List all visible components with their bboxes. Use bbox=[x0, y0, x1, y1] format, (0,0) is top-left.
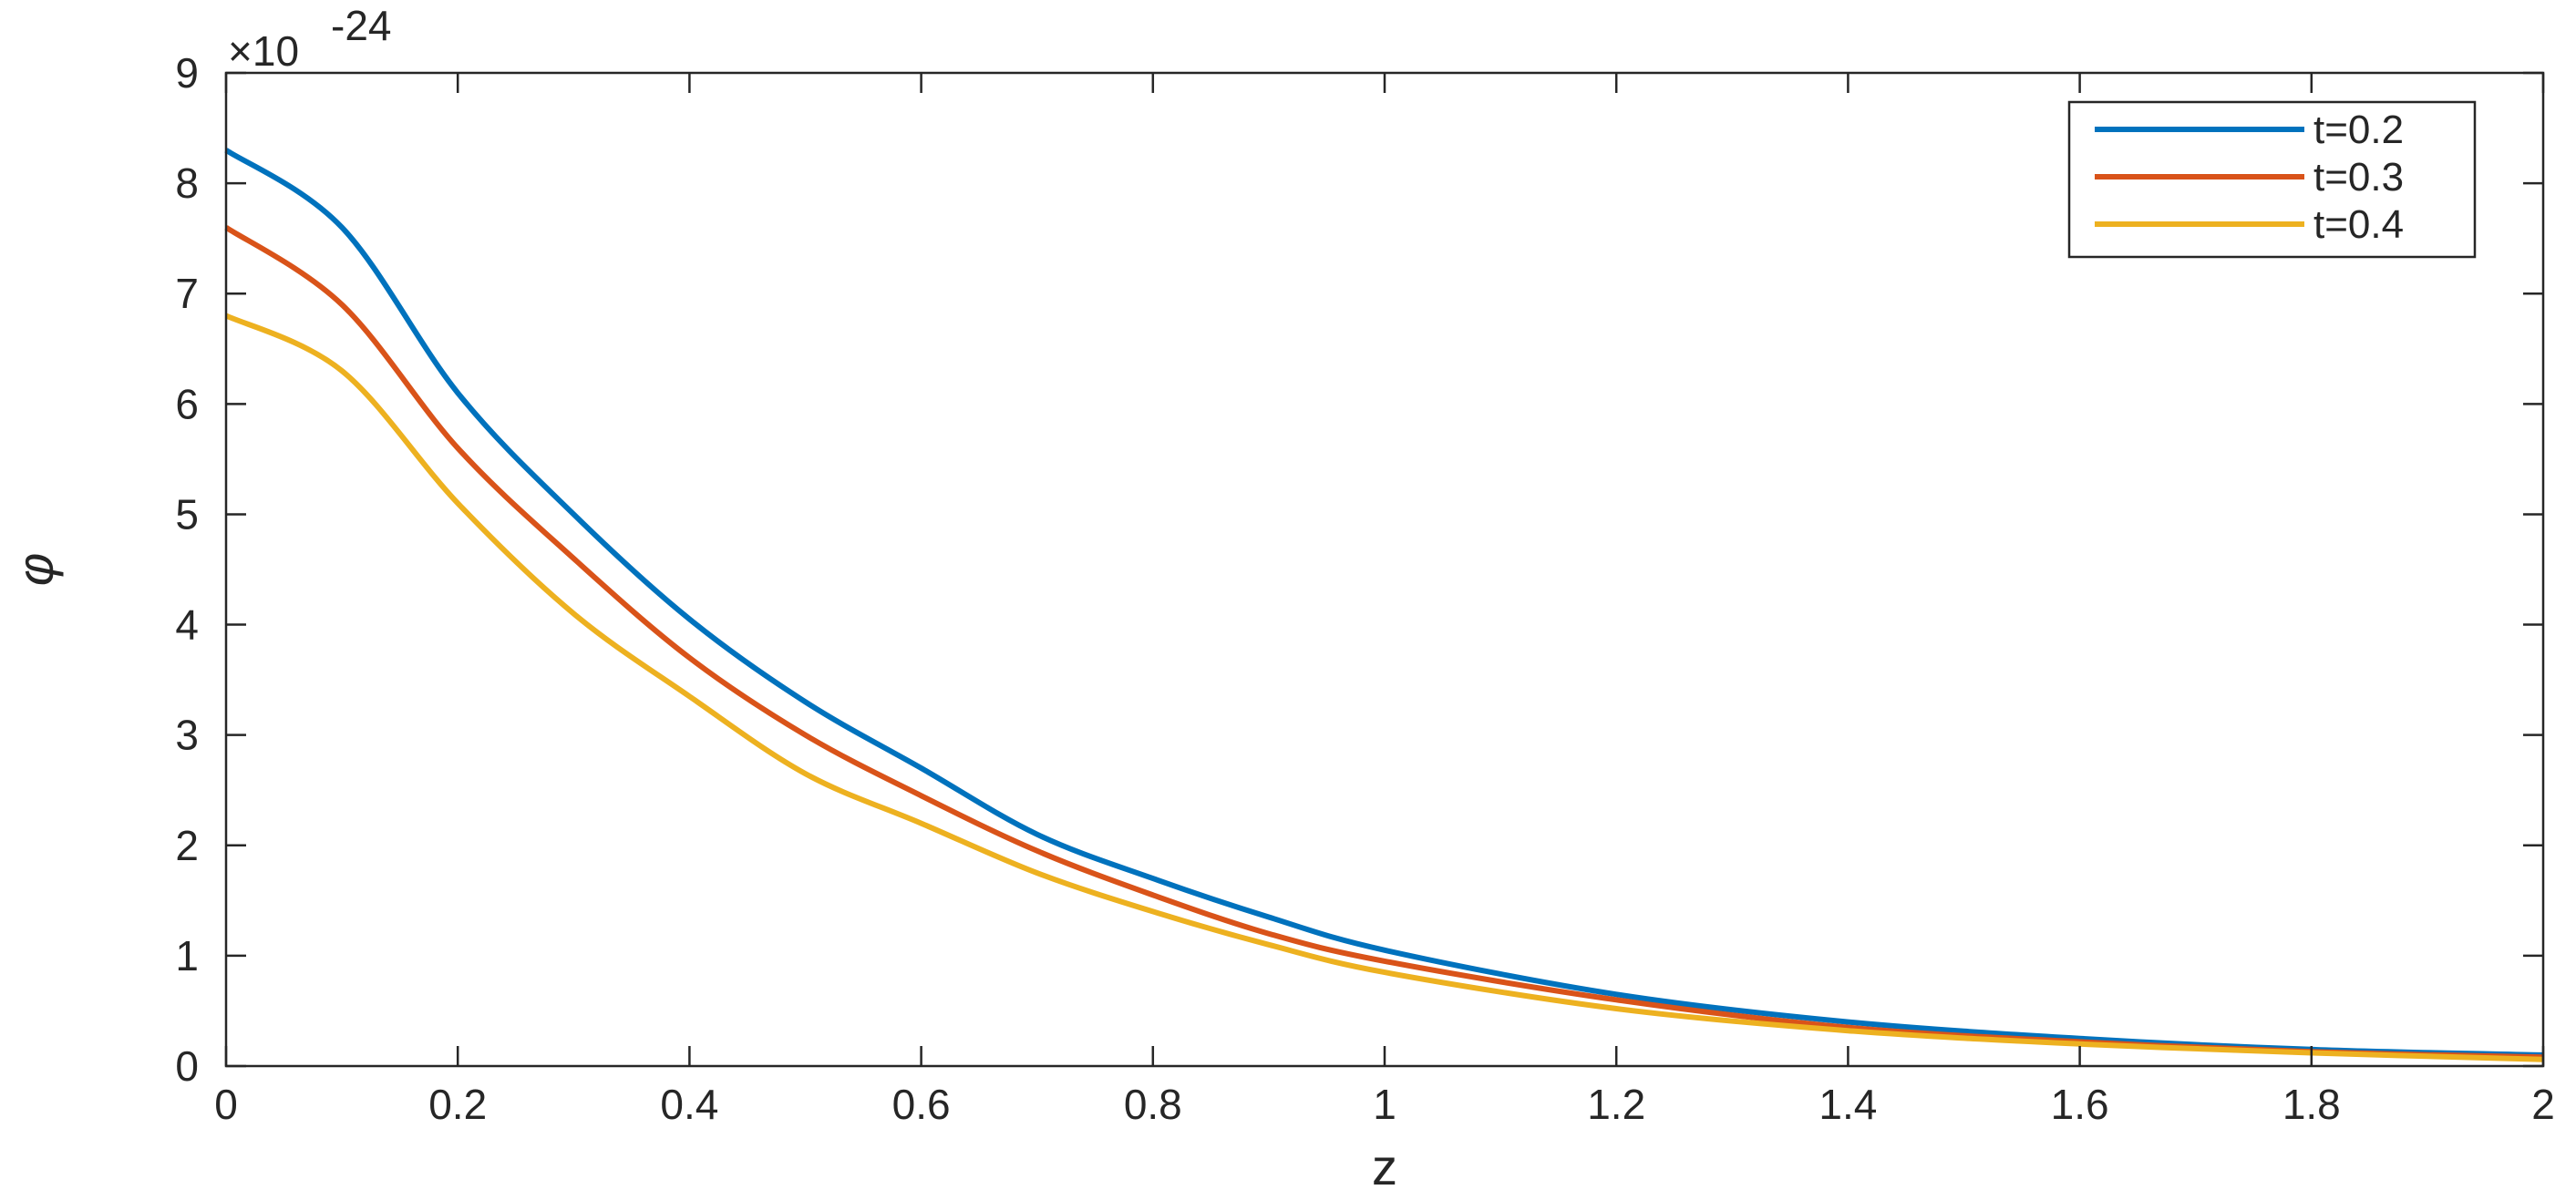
x-axis-label: z bbox=[1372, 1138, 1397, 1195]
y-tick-label: 6 bbox=[175, 380, 199, 427]
y-axis-label: φ bbox=[6, 553, 64, 587]
y-tick-label: 0 bbox=[175, 1042, 199, 1090]
y-tick-label: 2 bbox=[175, 822, 199, 869]
series-layer bbox=[224, 148, 2544, 1062]
y-axis-multiplier: ×10 -24 bbox=[228, 2, 391, 75]
x-tick-label: 1 bbox=[1373, 1081, 1396, 1128]
y-tick-label: 5 bbox=[175, 490, 199, 538]
x-tick-label: 2 bbox=[2531, 1081, 2555, 1128]
legend-label: t=0.2 bbox=[2313, 108, 2404, 152]
legend-label: t=0.4 bbox=[2313, 202, 2404, 247]
x-tick-label: 0.4 bbox=[660, 1081, 718, 1128]
y-multiplier-base: ×10 bbox=[228, 27, 299, 75]
series-line-3 bbox=[224, 313, 2544, 1062]
y-tick-label: 1 bbox=[175, 932, 199, 979]
x-tick-label: 0.8 bbox=[1124, 1081, 1182, 1128]
x-tick-label: 1.2 bbox=[1587, 1081, 1645, 1128]
y-tick-label: 9 bbox=[175, 49, 199, 97]
series-line-1 bbox=[224, 148, 2544, 1058]
x-tick-label: 0.2 bbox=[428, 1081, 487, 1128]
series-line-2 bbox=[224, 225, 2544, 1061]
y-tick-label: 8 bbox=[175, 159, 199, 207]
x-tick-label: 1.8 bbox=[2282, 1081, 2341, 1128]
y-multiplier-exponent: -24 bbox=[331, 2, 391, 49]
legend-label: t=0.3 bbox=[2313, 155, 2404, 200]
x-tick-label: 0.6 bbox=[892, 1081, 951, 1128]
x-tick-label: 0 bbox=[214, 1081, 238, 1128]
y-tick-label: 3 bbox=[175, 712, 199, 759]
y-tick-label: 4 bbox=[175, 601, 199, 649]
legend: t=0.2t=0.3t=0.4 bbox=[2067, 100, 2477, 259]
ticks-layer: 0 0.2 0.4 0.6 0.8 1 1.2 1.4 1.6 1.8 2 0 1 2 3 4 5 6 7 8 9 bbox=[175, 49, 2554, 1128]
y-tick-label: 7 bbox=[175, 270, 199, 317]
x-tick-label: 1.6 bbox=[2051, 1081, 2109, 1128]
x-tick-label: 1.4 bbox=[1819, 1081, 1877, 1128]
